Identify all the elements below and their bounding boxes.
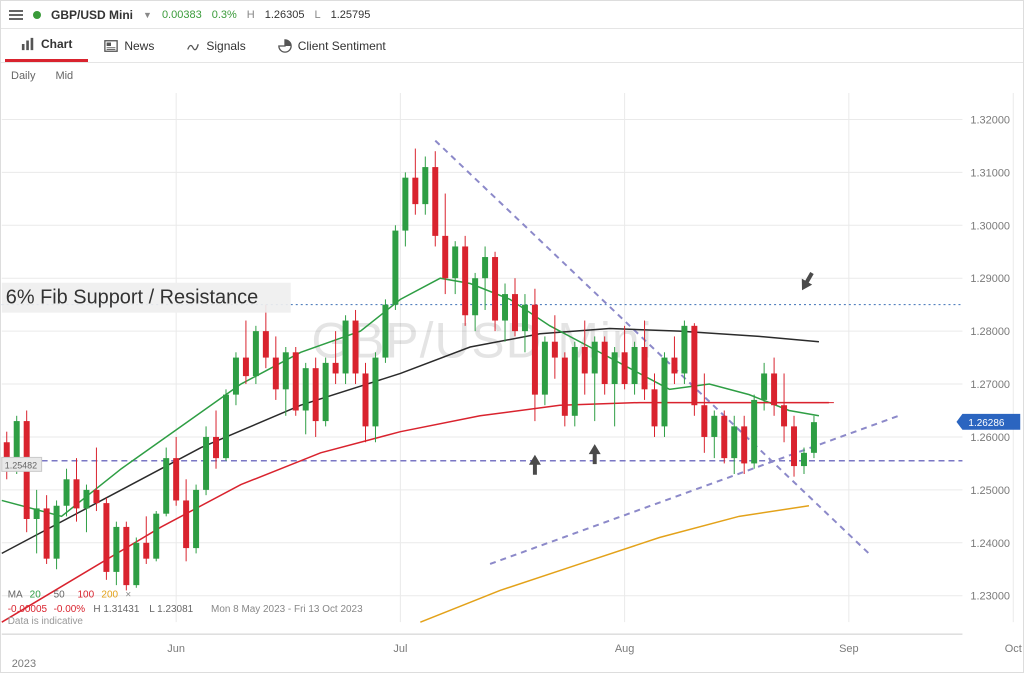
svg-text:200: 200	[101, 589, 118, 600]
tab-sentiment[interactable]: Client Sentiment	[262, 29, 402, 62]
tab-news[interactable]: News	[88, 29, 170, 62]
svg-text:1.32000: 1.32000	[970, 114, 1010, 126]
tab-chart-label: Chart	[41, 37, 72, 51]
svg-text:1.24000: 1.24000	[970, 538, 1010, 550]
svg-text:100: 100	[78, 589, 95, 600]
svg-text:Data is indicative: Data is indicative	[8, 616, 84, 627]
svg-text:GBP/USD Mini: GBP/USD Mini	[311, 313, 652, 369]
svg-text:1.26286: 1.26286	[968, 418, 1004, 429]
news-icon	[104, 39, 118, 53]
price-chart-svg[interactable]: 1.23000 1.24000 1.25000 1.26000 1.27000 1.280…	[1, 93, 1023, 672]
svg-text:1.29000: 1.29000	[970, 273, 1010, 285]
tab-sentiment-label: Client Sentiment	[298, 39, 386, 53]
svg-text:1.23000: 1.23000	[970, 591, 1010, 603]
timeframe-daily[interactable]: Daily	[11, 70, 35, 82]
chevron-down-icon[interactable]: ▼	[143, 10, 152, 20]
high-value: 1.26305	[265, 9, 305, 21]
sentiment-icon	[278, 39, 292, 53]
instrument-name[interactable]: GBP/USD Mini	[51, 8, 133, 22]
svg-text:6% Fib Support / Resistance: 6% Fib Support / Resistance	[6, 287, 258, 309]
price-change-pct: 0.3%	[212, 9, 237, 21]
tab-chart[interactable]: Chart	[5, 29, 88, 62]
svg-text:Oct: Oct	[1005, 643, 1022, 655]
low-label: L	[315, 9, 321, 21]
tab-signals-label: Signals	[206, 39, 245, 53]
tab-row: Chart News Signals Client Sentiment	[1, 29, 1023, 63]
svg-text:50: 50	[54, 589, 66, 600]
svg-text:Jul: Jul	[393, 643, 407, 655]
svg-text:Jun: Jun	[167, 643, 185, 655]
svg-text:Mon 8 May 2023 - Fri 13 Oct 20: Mon 8 May 2023 - Fri 13 Oct 2023	[211, 604, 363, 615]
status-dot	[33, 11, 41, 19]
timeframe-mid[interactable]: Mid	[55, 70, 73, 82]
svg-text:L 1.23081: L 1.23081	[149, 604, 193, 615]
svg-text:×: ×	[125, 589, 131, 600]
svg-text:Sep: Sep	[839, 643, 859, 655]
svg-text:Aug: Aug	[615, 643, 635, 655]
svg-text:-0.00%: -0.00%	[54, 604, 86, 615]
svg-text:1.30000: 1.30000	[970, 220, 1010, 232]
chart-icon	[21, 37, 35, 51]
high-label: H	[247, 9, 255, 21]
svg-text:1.25482: 1.25482	[5, 460, 37, 470]
svg-text:MA: MA	[8, 589, 23, 600]
svg-text:1.25000: 1.25000	[970, 485, 1010, 497]
menu-icon[interactable]	[9, 10, 23, 20]
price-change: 0.00383	[162, 9, 202, 21]
svg-text:2023: 2023	[12, 658, 36, 670]
chart-area[interactable]: 1.23000 1.24000 1.25000 1.26000 1.27000 1.280…	[1, 93, 1023, 672]
low-value: 1.25795	[331, 9, 371, 21]
svg-text:1.26000: 1.26000	[970, 432, 1010, 444]
svg-text:1.27000: 1.27000	[970, 379, 1010, 391]
signals-icon	[186, 39, 200, 53]
timeframe-row: Daily Mid	[1, 63, 1023, 89]
svg-text:1.28000: 1.28000	[970, 326, 1010, 338]
svg-text:-0.00005: -0.00005	[8, 604, 48, 615]
svg-text:H 1.31431: H 1.31431	[93, 604, 139, 615]
svg-text:20: 20	[30, 589, 42, 600]
tab-signals[interactable]: Signals	[170, 29, 261, 62]
tab-news-label: News	[124, 39, 154, 53]
top-bar: GBP/USD Mini ▼ 0.00383 0.3% H 1.26305 L …	[1, 1, 1023, 29]
svg-text:1.31000: 1.31000	[970, 167, 1010, 179]
